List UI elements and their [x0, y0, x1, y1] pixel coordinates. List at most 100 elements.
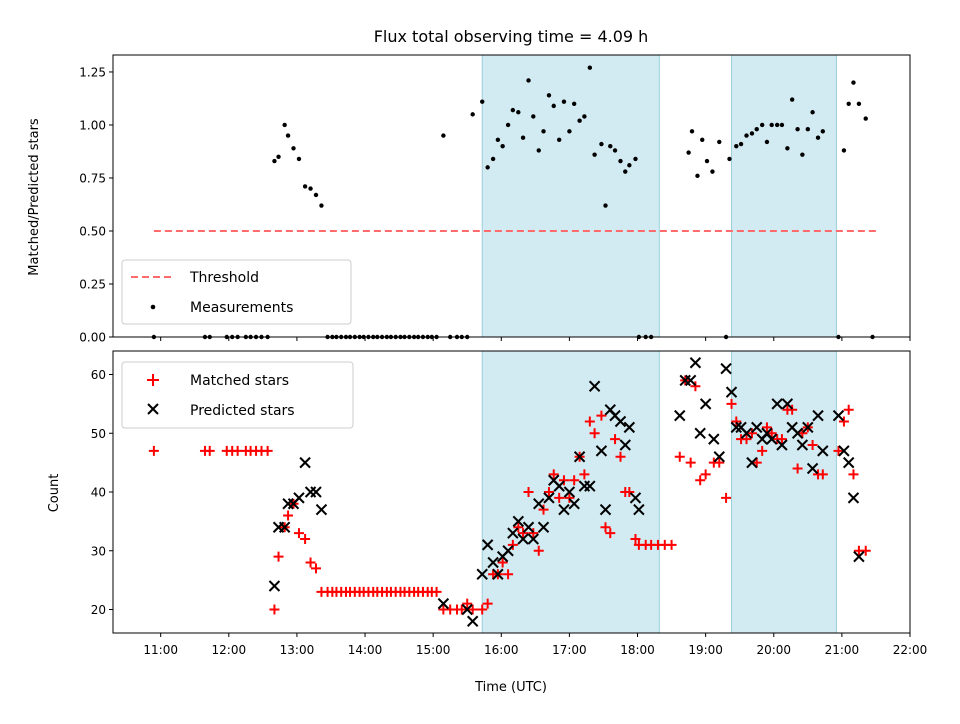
measurement-point [856, 101, 862, 106]
matched-star-point [300, 534, 311, 544]
matched-star-point [596, 410, 607, 421]
matched-star-point [605, 528, 616, 539]
observing-interval [481, 54, 660, 338]
matched-star-point [860, 545, 871, 556]
measurement-point [727, 156, 732, 162]
predicted-star-point [487, 556, 499, 569]
matched-star-point [273, 551, 284, 562]
count-points [148, 357, 871, 627]
x-tick-label: 14:00 [348, 643, 383, 657]
matched-star-point [776, 434, 787, 445]
matched-star-point [482, 598, 493, 609]
legend-measurements-label: Measurements [190, 300, 293, 316]
predicted-star-point [730, 421, 743, 434]
matched-star-point [741, 434, 752, 445]
predicted-star-point [812, 409, 824, 422]
matched-star-point [262, 445, 273, 456]
matched-star-point [538, 504, 549, 515]
matched-star-point [305, 557, 316, 568]
predicted-star-point [304, 486, 317, 498]
matched-star-point [757, 445, 768, 456]
predicted-star-point [543, 492, 555, 504]
predicted-star-point [806, 462, 819, 475]
measurement-point [689, 129, 695, 134]
matched-star-point [456, 604, 467, 615]
predicted-star-point [689, 357, 702, 369]
bottom-legend-box [121, 361, 354, 429]
matched-star-point [797, 428, 808, 439]
measurement-point [764, 139, 770, 145]
x-tick-label: 12:00 [212, 643, 247, 657]
predicted-star-point [537, 521, 550, 533]
measurement-point [863, 116, 868, 121]
measurement-point [556, 137, 562, 143]
measurement-point [571, 101, 577, 106]
measurement-point [612, 148, 618, 153]
measurement-point [480, 99, 485, 104]
measurement-point [785, 146, 790, 151]
matched-star-point [467, 604, 478, 615]
matched-star-point [564, 492, 575, 503]
predicted-star-point [776, 439, 788, 451]
predicted-star-point [466, 615, 479, 627]
measurement-point [490, 156, 496, 162]
matched-star-point [269, 604, 280, 615]
predicted-star-point [713, 451, 725, 463]
predicted-star-point [684, 374, 697, 387]
predicted-star-point [796, 439, 809, 451]
x-tick-label: 17:00 [552, 643, 587, 657]
matched-star-point [523, 487, 534, 497]
measurement-point [485, 165, 490, 170]
measurement-point [587, 65, 593, 70]
y-tick-label: 0.50 [79, 224, 106, 238]
measurement-points [151, 65, 875, 340]
matched-star-point [600, 522, 611, 533]
matched-star-point [513, 522, 524, 533]
matched-star-point [503, 569, 514, 580]
y-tick-label: 1.25 [79, 65, 106, 79]
measurement-point [313, 192, 319, 198]
measurement-point [603, 203, 608, 208]
predicted-star-point [595, 445, 608, 457]
matched-star-point [751, 457, 762, 468]
predicted-star-point [629, 492, 642, 504]
measurement-point [561, 99, 567, 104]
matched-star-point [554, 492, 565, 503]
measurement-point [738, 141, 744, 147]
measurement-point [820, 129, 826, 134]
predicted-star-point [781, 398, 794, 410]
measurement-point [779, 122, 785, 128]
measurement-point [546, 93, 552, 98]
measurement-point [520, 135, 526, 140]
measurement-point [599, 141, 604, 147]
matched-star-point [293, 528, 304, 539]
top-axes-frame [112, 54, 911, 338]
matched-star-point [610, 434, 621, 445]
matched-star-point [838, 416, 849, 427]
measurement-point [851, 80, 856, 85]
matched-star-point [817, 469, 828, 480]
matched-star-point [674, 451, 685, 462]
x-tick-label: 11:00 [143, 643, 178, 657]
measurement-point [567, 129, 572, 134]
predicted-star-point [492, 568, 504, 580]
measurement-point [633, 156, 638, 162]
y-tick-label: 50 [91, 427, 106, 441]
measurement-point [686, 150, 691, 155]
measurement-point [505, 122, 511, 128]
legend-measurements-swatch [150, 304, 156, 310]
measurement-point [700, 137, 705, 143]
matched-star-point [787, 404, 798, 415]
measurement-point [551, 103, 556, 109]
measurement-point [795, 127, 800, 132]
x-tick-label: 22:00 [893, 643, 928, 657]
predicted-star-point [708, 433, 720, 445]
predicted-star-point [568, 498, 580, 510]
predicted-star-point [614, 415, 627, 428]
matched-star-point [507, 539, 518, 550]
measurement-point [800, 152, 805, 157]
predicted-star-point [315, 503, 328, 516]
matched-star-point [695, 475, 706, 486]
matched-star-point [766, 428, 777, 439]
